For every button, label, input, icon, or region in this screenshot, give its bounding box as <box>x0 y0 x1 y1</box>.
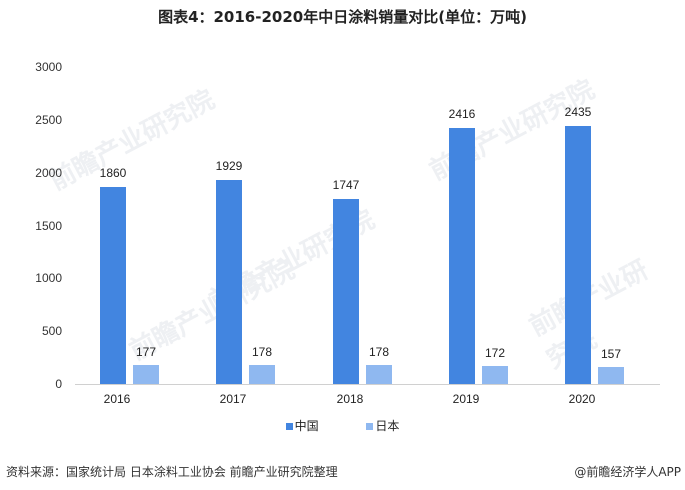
x-tick: 2016 <box>103 392 131 406</box>
bar-china-2018 <box>333 199 359 384</box>
y-tick: 0 <box>55 377 62 391</box>
value-label-japan-2018: 178 <box>368 345 390 359</box>
bar-china-2020 <box>565 126 591 384</box>
value-label-china-2019: 2416 <box>448 107 476 121</box>
y-tick: 1000 <box>35 271 62 285</box>
legend-swatch-icon <box>366 423 374 430</box>
bar-japan-2020 <box>598 367 624 384</box>
bar-china-2016 <box>100 187 126 384</box>
bar-japan-2018 <box>366 365 392 384</box>
value-label-china-2020: 2435 <box>564 105 592 119</box>
value-label-china-2018: 1747 <box>332 178 360 192</box>
bar-china-2019 <box>449 128 475 384</box>
y-tick: 2000 <box>35 166 62 180</box>
x-axis-line <box>75 384 660 385</box>
y-tick: 1500 <box>35 219 62 233</box>
x-tick: 2019 <box>452 392 480 406</box>
legend-label: 日本 <box>375 419 400 433</box>
value-label-japan-2017: 178 <box>251 345 273 359</box>
value-label-china-2016: 1860 <box>99 166 127 180</box>
value-label-japan-2020: 157 <box>600 347 622 361</box>
legend-swatch-icon <box>285 423 293 430</box>
plot-area <box>75 67 660 384</box>
bar-japan-2019 <box>482 366 508 384</box>
value-label-china-2017: 1929 <box>215 159 243 173</box>
x-tick: 2020 <box>568 392 596 406</box>
source-note: 资料来源：国家统计局 日本涂料工业协会 前瞻产业研究院整理 <box>6 465 338 479</box>
y-tick: 2500 <box>35 113 62 127</box>
legend-label: 中国 <box>294 419 319 433</box>
y-tick: 3000 <box>35 60 62 74</box>
bar-japan-2016 <box>133 365 159 384</box>
y-tick: 500 <box>41 324 62 338</box>
value-label-japan-2016: 177 <box>135 345 157 359</box>
x-tick: 2017 <box>219 392 247 406</box>
bar-japan-2017 <box>249 365 275 384</box>
legend-item-china[interactable]: 中国 <box>285 417 319 434</box>
x-tick: 2018 <box>336 392 364 406</box>
legend: 中国 日本 <box>0 417 685 434</box>
credit: @前瞻经济学人APP <box>574 465 681 479</box>
legend-item-japan[interactable]: 日本 <box>366 417 399 434</box>
value-label-japan-2019: 172 <box>484 346 506 360</box>
chart-title: 图表4：2016-2020年中日涂料销量对比(单位：万吨) <box>158 8 527 26</box>
bar-china-2017 <box>216 180 242 384</box>
